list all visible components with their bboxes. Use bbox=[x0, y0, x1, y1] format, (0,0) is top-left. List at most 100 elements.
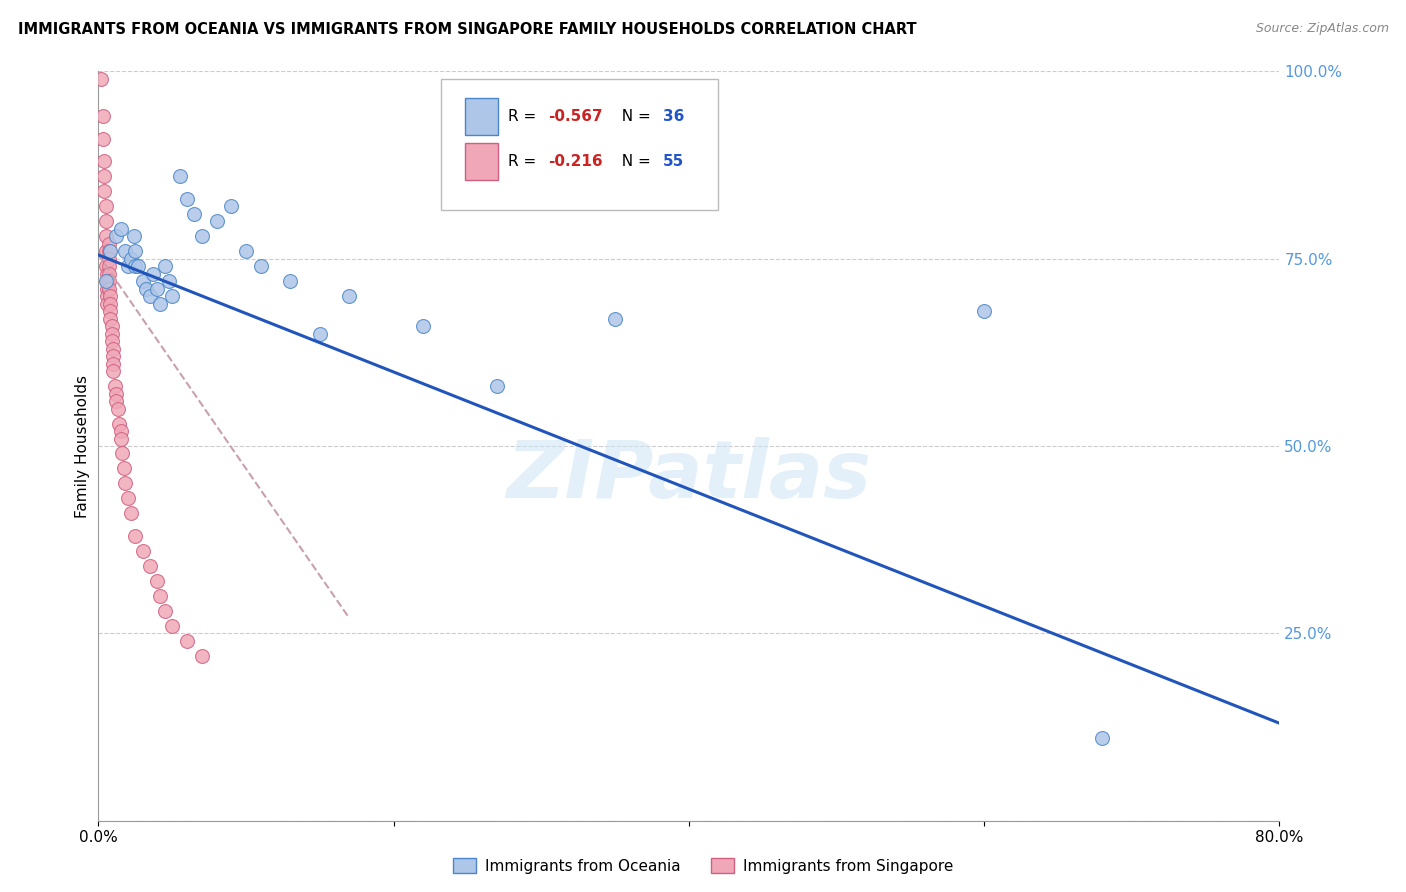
Point bbox=[120, 507, 142, 521]
Point bbox=[605, 311, 627, 326]
Point bbox=[1091, 731, 1114, 746]
Point bbox=[157, 274, 180, 288]
FancyBboxPatch shape bbox=[441, 78, 718, 210]
Point bbox=[149, 589, 172, 603]
Point bbox=[97, 259, 120, 273]
Point bbox=[412, 319, 434, 334]
Point bbox=[100, 326, 122, 341]
Point bbox=[169, 169, 191, 184]
Point bbox=[135, 282, 157, 296]
Point bbox=[97, 282, 120, 296]
Point bbox=[176, 633, 198, 648]
Point bbox=[153, 259, 176, 273]
Point bbox=[309, 326, 332, 341]
Point bbox=[93, 154, 115, 169]
Point bbox=[205, 214, 228, 228]
Point bbox=[105, 394, 128, 409]
Point bbox=[103, 364, 125, 378]
Point bbox=[105, 386, 128, 401]
Text: IMMIGRANTS FROM OCEANIA VS IMMIGRANTS FROM SINGAPORE FAMILY HOUSEHOLDS CORRELATI: IMMIGRANTS FROM OCEANIA VS IMMIGRANTS FR… bbox=[18, 22, 917, 37]
Point bbox=[235, 244, 257, 259]
Point bbox=[91, 109, 114, 123]
Point bbox=[94, 244, 117, 259]
Point bbox=[162, 619, 183, 633]
Point bbox=[973, 304, 995, 318]
Point bbox=[146, 282, 169, 296]
Point bbox=[117, 259, 139, 273]
Point bbox=[98, 244, 121, 259]
Point bbox=[183, 207, 205, 221]
Point bbox=[100, 319, 122, 334]
Point bbox=[96, 282, 118, 296]
Point bbox=[114, 476, 136, 491]
Point bbox=[104, 379, 127, 393]
Point bbox=[98, 289, 121, 303]
Point bbox=[162, 289, 183, 303]
Point bbox=[96, 289, 118, 303]
Text: -0.216: -0.216 bbox=[548, 153, 603, 169]
Text: R =: R = bbox=[508, 153, 541, 169]
Point bbox=[250, 259, 273, 273]
Text: -0.567: -0.567 bbox=[548, 109, 603, 124]
Point bbox=[103, 357, 125, 371]
Point bbox=[94, 274, 117, 288]
Point bbox=[142, 267, 165, 281]
Text: 55: 55 bbox=[664, 153, 685, 169]
Point bbox=[111, 446, 134, 460]
Point bbox=[107, 401, 129, 416]
Point bbox=[280, 274, 302, 288]
Point bbox=[191, 229, 214, 244]
Text: Source: ZipAtlas.com: Source: ZipAtlas.com bbox=[1256, 22, 1389, 36]
Text: R =: R = bbox=[508, 109, 541, 124]
Point bbox=[124, 244, 146, 259]
Point bbox=[94, 259, 117, 273]
Point bbox=[110, 432, 132, 446]
Text: 36: 36 bbox=[664, 109, 685, 124]
Y-axis label: Family Households: Family Households bbox=[75, 375, 90, 517]
Point bbox=[149, 296, 172, 310]
Point bbox=[98, 304, 121, 318]
Point bbox=[124, 259, 146, 273]
Point bbox=[96, 274, 118, 288]
Point bbox=[97, 267, 120, 281]
Point bbox=[339, 289, 361, 303]
Point bbox=[97, 236, 120, 251]
Point bbox=[486, 379, 509, 393]
Point bbox=[146, 574, 169, 588]
Point bbox=[122, 229, 145, 244]
Point bbox=[91, 132, 114, 146]
FancyBboxPatch shape bbox=[464, 97, 498, 135]
Point bbox=[94, 229, 117, 244]
Point bbox=[97, 252, 120, 266]
Text: N =: N = bbox=[612, 153, 655, 169]
Point bbox=[132, 544, 155, 558]
Point bbox=[93, 169, 115, 184]
Point bbox=[112, 461, 135, 475]
Point bbox=[132, 274, 155, 288]
Point bbox=[114, 244, 136, 259]
Point bbox=[176, 192, 198, 206]
Point bbox=[120, 252, 142, 266]
Point bbox=[94, 199, 117, 213]
Text: ZIPatlas: ZIPatlas bbox=[506, 437, 872, 515]
Legend: Immigrants from Oceania, Immigrants from Singapore: Immigrants from Oceania, Immigrants from… bbox=[447, 852, 959, 880]
Point bbox=[100, 334, 122, 348]
Point bbox=[96, 296, 118, 310]
Point bbox=[124, 529, 146, 543]
Point bbox=[103, 349, 125, 363]
Point bbox=[221, 199, 243, 213]
Point bbox=[127, 259, 149, 273]
Point bbox=[110, 221, 132, 235]
Point bbox=[97, 244, 120, 259]
Point bbox=[139, 289, 162, 303]
Point bbox=[93, 184, 115, 198]
Point bbox=[94, 214, 117, 228]
Point bbox=[153, 604, 176, 618]
Point bbox=[117, 491, 139, 506]
Point bbox=[110, 424, 132, 438]
Point bbox=[191, 648, 214, 663]
Text: N =: N = bbox=[612, 109, 655, 124]
Point bbox=[139, 558, 162, 573]
Point bbox=[108, 417, 131, 431]
FancyBboxPatch shape bbox=[464, 143, 498, 180]
